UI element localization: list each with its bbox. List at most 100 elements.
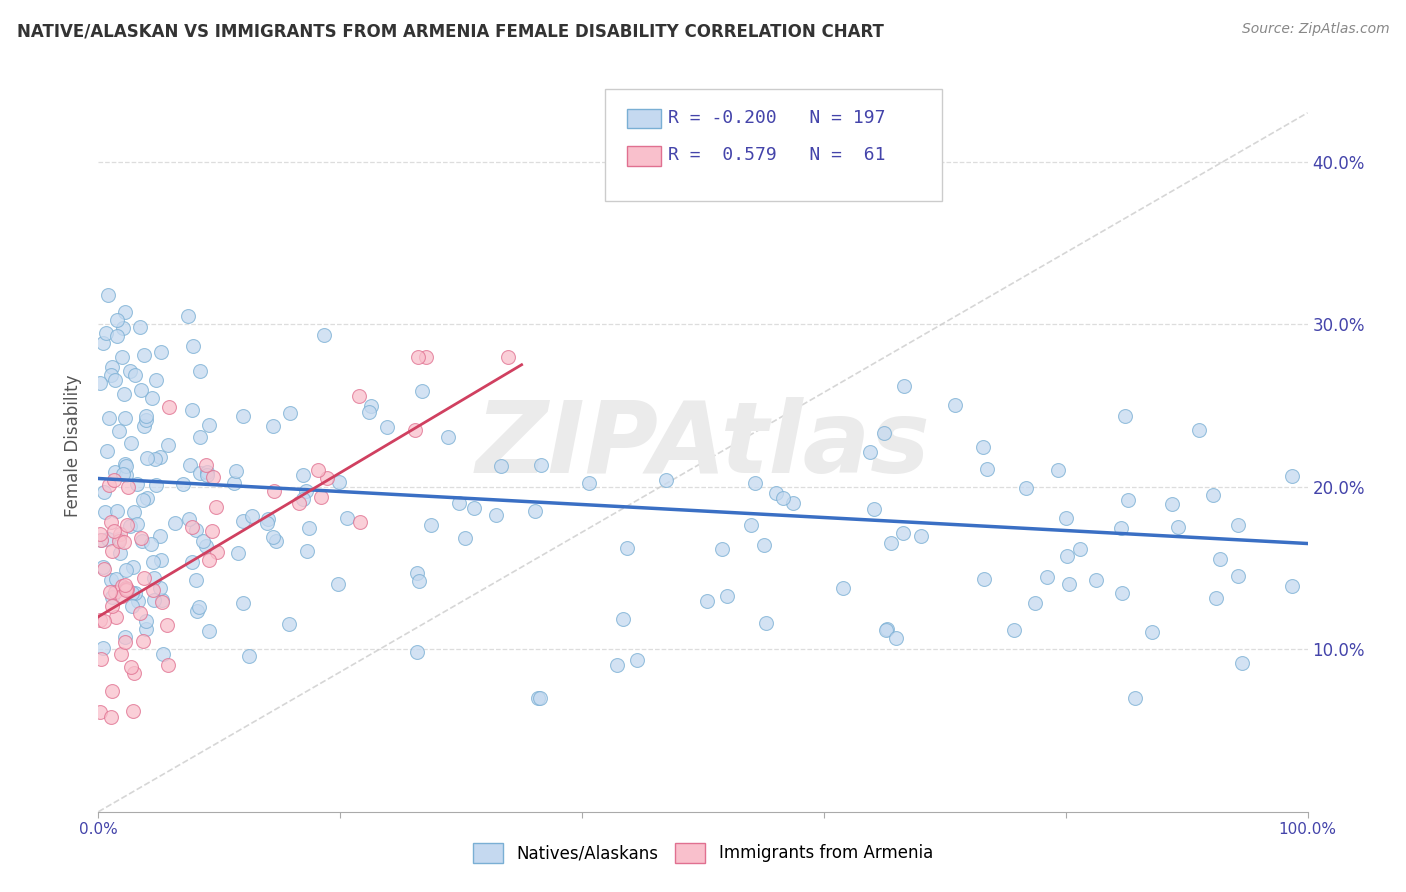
Point <box>89 705 111 719</box>
Point <box>180 556 202 570</box>
Point <box>181 339 204 353</box>
Point <box>104 373 127 387</box>
Point <box>943 398 966 412</box>
Point <box>121 599 143 613</box>
Point <box>91 335 114 350</box>
Point <box>155 617 177 632</box>
Point <box>177 512 200 526</box>
Point <box>195 540 218 554</box>
Point <box>96 444 118 458</box>
Point <box>145 452 167 467</box>
Text: NATIVE/ALASKAN VS IMMIGRANTS FROM ARMENIA FEMALE DISABILITY CORRELATION CHART: NATIVE/ALASKAN VS IMMIGRANTS FROM ARMENI… <box>17 22 884 40</box>
Point <box>225 465 247 479</box>
Point <box>419 518 441 533</box>
Point <box>135 622 157 636</box>
Point <box>90 533 112 547</box>
Point <box>157 438 180 452</box>
Point <box>114 410 136 425</box>
Point <box>1281 578 1303 592</box>
Point <box>91 640 114 655</box>
Point <box>262 530 284 544</box>
Point <box>135 450 157 465</box>
Point <box>149 345 172 359</box>
Point <box>972 440 994 454</box>
Point <box>125 477 148 491</box>
Point <box>122 560 145 574</box>
Point <box>89 376 111 391</box>
Text: ZIPAtlas: ZIPAtlas <box>475 398 931 494</box>
Point <box>1054 511 1077 525</box>
Point <box>463 500 485 515</box>
Point <box>240 508 263 523</box>
Point <box>128 320 150 334</box>
Point <box>132 348 155 362</box>
Point <box>226 546 249 560</box>
Point <box>288 496 311 510</box>
Point <box>1209 552 1232 566</box>
Point <box>347 389 370 403</box>
Point <box>100 684 122 698</box>
Point <box>262 419 284 434</box>
Point <box>115 582 138 596</box>
Point <box>530 458 553 472</box>
Point <box>105 329 128 343</box>
Point <box>108 546 131 560</box>
Point <box>150 595 173 609</box>
Point <box>114 534 136 549</box>
Point <box>104 610 127 624</box>
Point <box>114 634 136 648</box>
Point <box>179 458 201 472</box>
Point <box>139 537 162 551</box>
Point <box>163 516 186 531</box>
Point <box>93 562 115 576</box>
Point <box>107 534 129 549</box>
Point <box>406 566 429 580</box>
Point <box>142 555 165 569</box>
Point <box>1084 573 1107 587</box>
Point <box>408 574 430 589</box>
Point <box>131 533 153 548</box>
Point <box>655 473 678 487</box>
Point <box>141 391 163 405</box>
Text: R = -0.200   N = 197: R = -0.200 N = 197 <box>668 109 886 127</box>
Point <box>120 364 142 378</box>
Point <box>115 582 138 597</box>
Point <box>149 553 172 567</box>
Point <box>232 515 254 529</box>
Point <box>111 589 134 603</box>
Point <box>415 350 437 364</box>
Point <box>186 604 208 618</box>
Point <box>114 630 136 644</box>
Point <box>696 594 718 608</box>
Point <box>873 425 896 440</box>
Point <box>142 593 165 607</box>
Point <box>96 326 118 341</box>
Point <box>606 658 628 673</box>
Point <box>755 615 778 630</box>
Point <box>132 571 155 585</box>
Point <box>875 623 897 637</box>
Point <box>1069 541 1091 556</box>
Point <box>1281 468 1303 483</box>
Point <box>616 541 638 556</box>
Point <box>264 533 287 548</box>
Point <box>195 458 218 472</box>
Point <box>107 424 129 438</box>
Point <box>124 586 146 600</box>
Point <box>100 710 122 724</box>
Point <box>120 519 142 533</box>
Point <box>1111 586 1133 600</box>
Point <box>232 409 254 423</box>
Point <box>198 417 221 432</box>
Point <box>1109 521 1132 535</box>
Point <box>101 591 124 605</box>
Point <box>145 477 167 491</box>
Point <box>135 409 157 423</box>
Point <box>910 528 932 542</box>
Point <box>129 383 152 397</box>
Point <box>1188 424 1211 438</box>
Point <box>124 368 146 383</box>
Point <box>101 543 124 558</box>
Point <box>326 577 349 591</box>
Point <box>1226 518 1249 533</box>
